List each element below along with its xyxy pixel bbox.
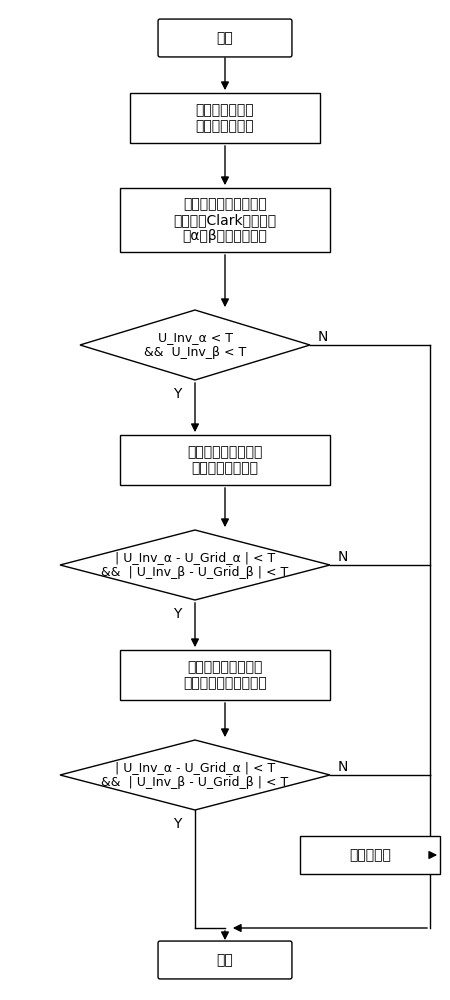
Text: | U_Inv_α - U_Grid_α | < T
&&  | U_Inv_β - U_Grid_β | < T: | U_Inv_α - U_Grid_α | < T && | U_Inv_β … [101,761,288,789]
Text: Y: Y [173,817,181,831]
Text: 采样逆变电压和电网电
压，进行Clark变换，计
算α和β分量的有效值: 采样逆变电压和电网电 压，进行Clark变换，计 算α和β分量的有效值 [173,197,277,243]
FancyBboxPatch shape [158,941,292,979]
Text: Y: Y [173,607,181,621]
Bar [300,836,440,874]
Text: Y: Y [173,387,181,401]
Bar [120,435,330,485]
Polygon shape [60,530,330,600]
Polygon shape [80,310,310,380]
Text: N: N [338,550,348,564]
Text: 断开逆变桥臂侧继电
器，闭合电网侧继电器: 断开逆变桥臂侧继电 器，闭合电网侧继电器 [183,660,267,690]
Text: N: N [318,330,328,344]
Text: | U_Inv_α - U_Grid_α | < T
&&  | U_Inv_β - U_Grid_β | < T: | U_Inv_α - U_Grid_α | < T && | U_Inv_β … [101,551,288,579]
Text: 继电器故障: 继电器故障 [349,848,391,862]
Text: 断开逆变桥臂侧
和电网侧继电器: 断开逆变桥臂侧 和电网侧继电器 [196,103,254,133]
Text: 结束: 结束 [216,953,234,967]
Polygon shape [60,740,330,810]
Bar [120,650,330,700]
FancyBboxPatch shape [158,19,292,57]
Text: U_Inv_α < T
&&  U_Inv_β < T: U_Inv_α < T && U_Inv_β < T [144,331,246,359]
Text: 开始: 开始 [216,31,234,45]
Bar [130,93,320,143]
Text: N: N [338,760,348,774]
Bar [120,188,330,252]
Text: 闭合逆变桥臂侧继电
器，输出开环电压: 闭合逆变桥臂侧继电 器，输出开环电压 [187,445,263,475]
